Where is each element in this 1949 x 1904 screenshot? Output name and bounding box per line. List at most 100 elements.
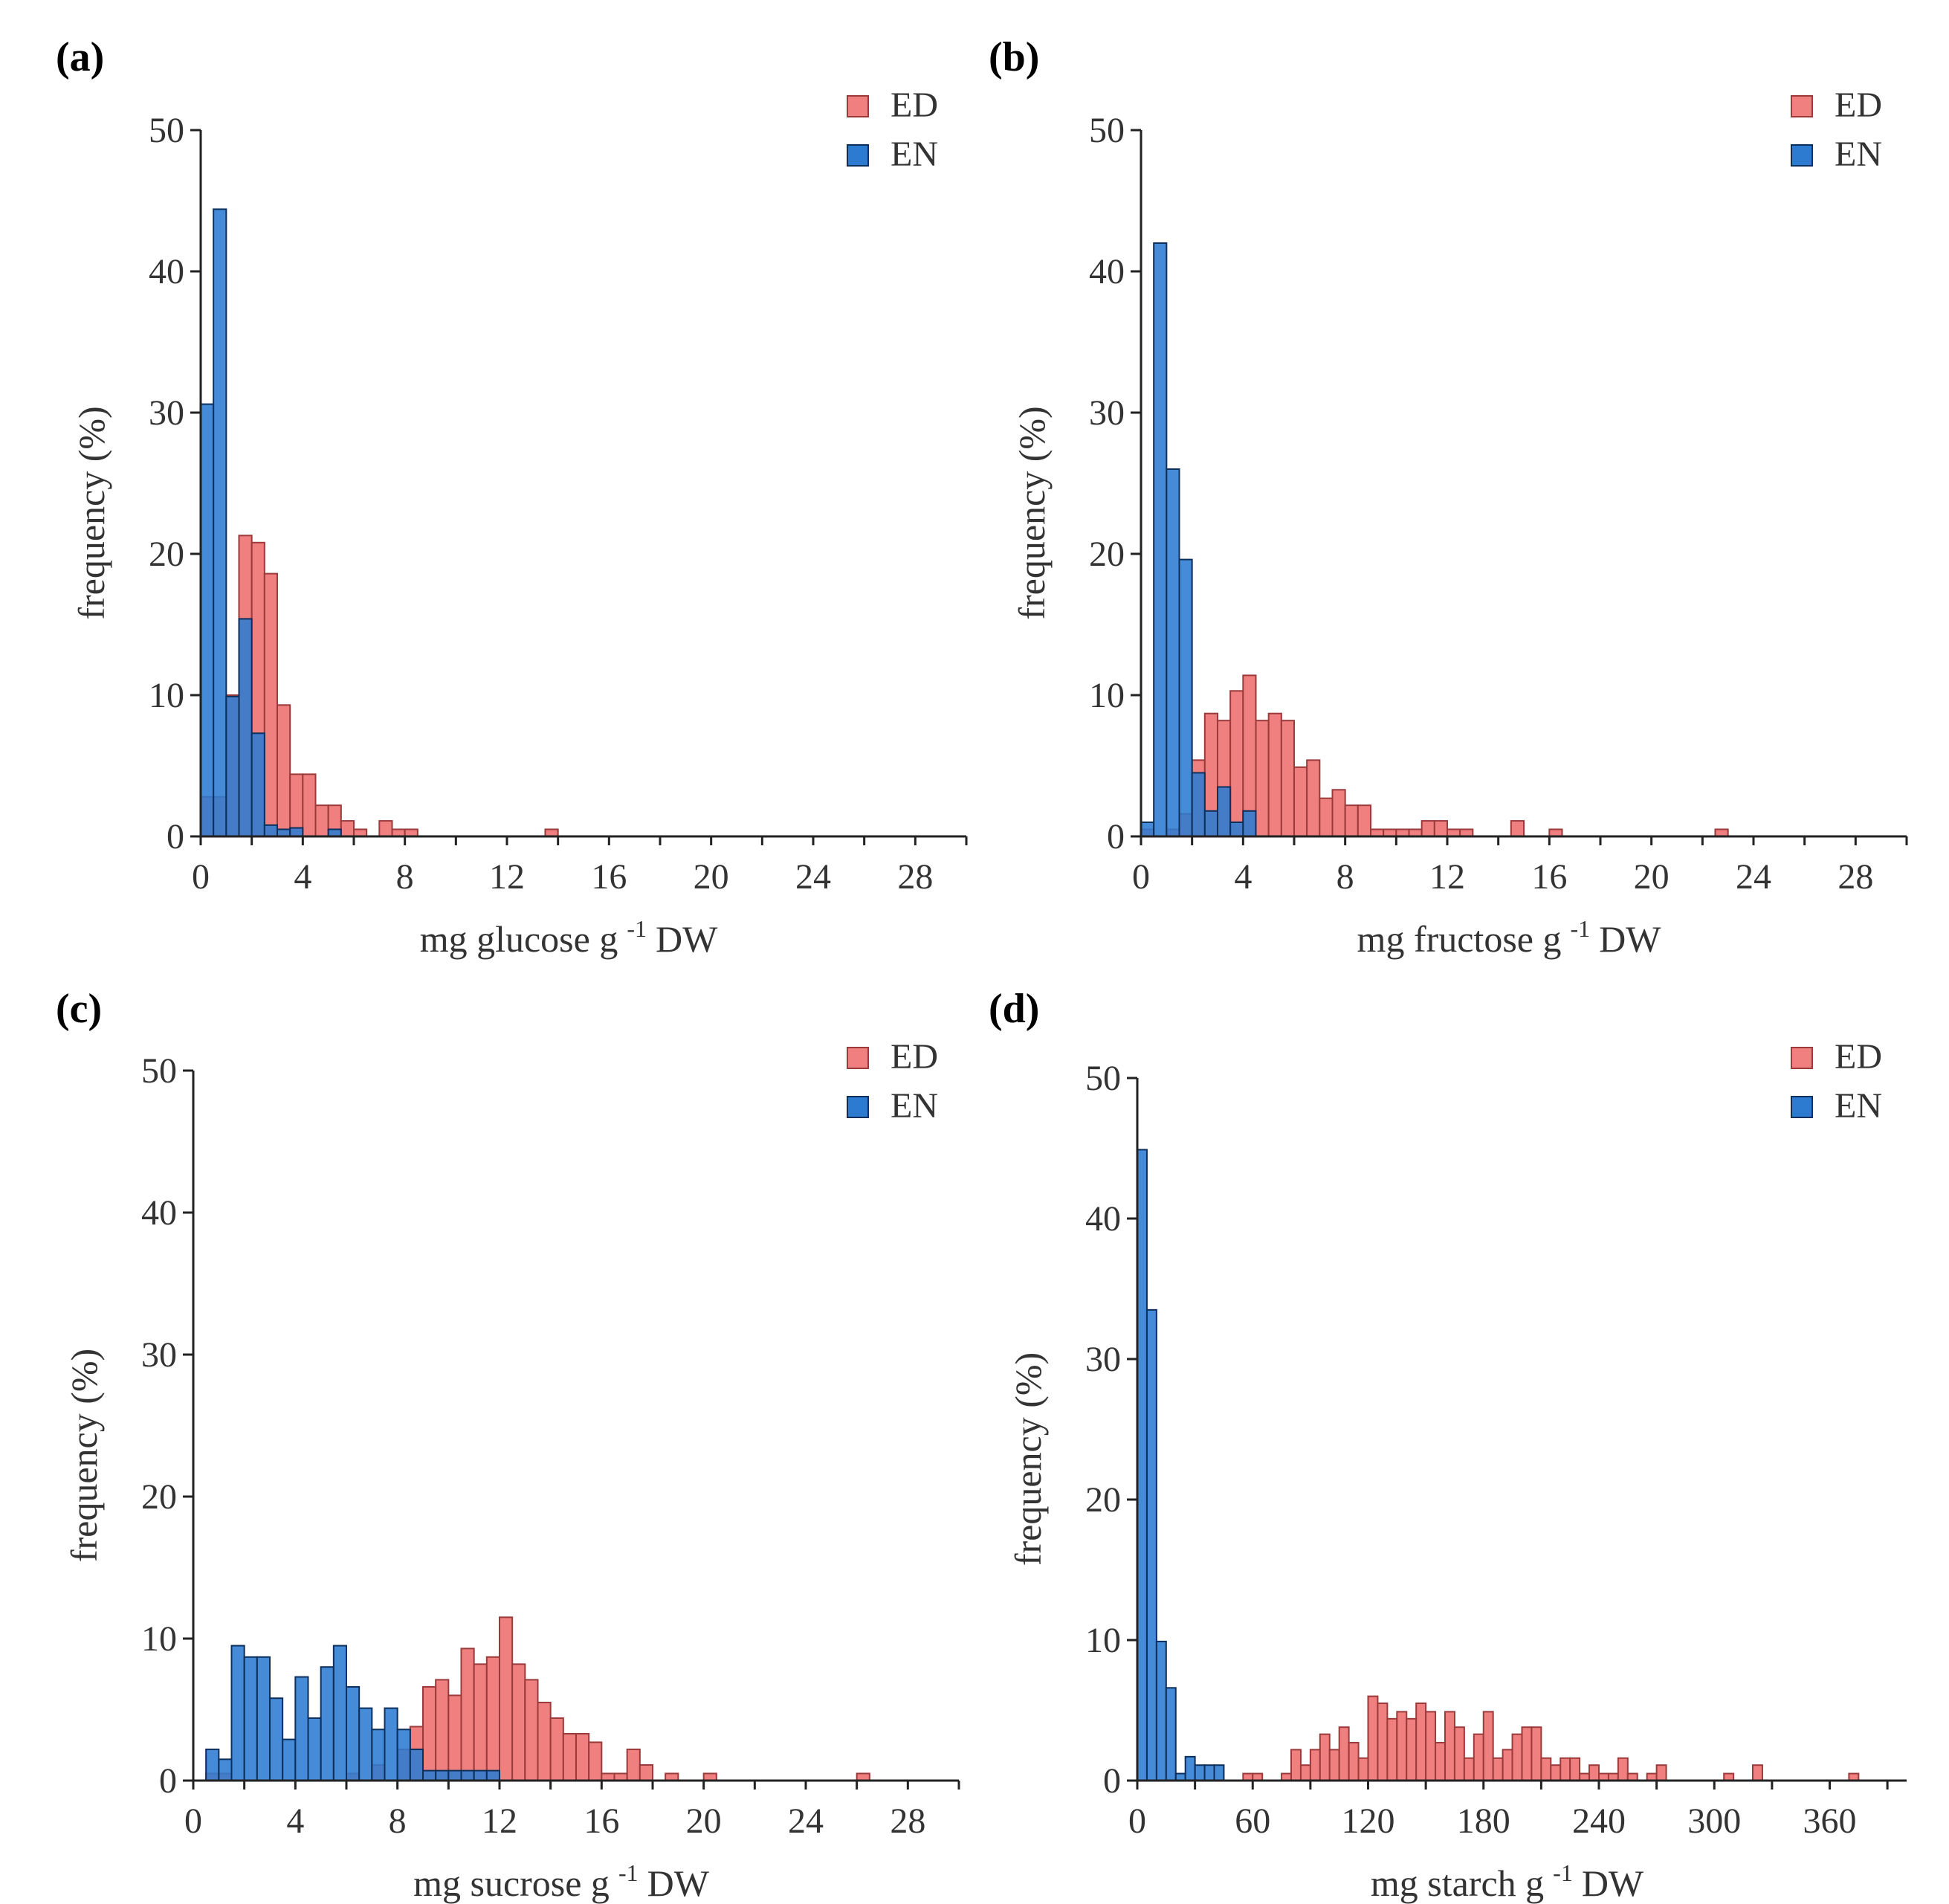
y-tick-label: 30 [141, 1335, 177, 1375]
bar-ed [1569, 1757, 1581, 1782]
bar-ed [1267, 712, 1282, 838]
legend-label-en: EN [1835, 135, 1882, 174]
bar-en [282, 1738, 297, 1782]
bar-ed [1328, 1749, 1340, 1781]
bar-ed [1293, 766, 1308, 838]
x-axis-title-main: mg fructose g [1357, 918, 1562, 960]
x-tick-label: 16 [1531, 857, 1567, 897]
bar-en [213, 208, 227, 837]
legend-swatch-en [847, 1096, 869, 1118]
y-tick-label: 10 [1089, 676, 1125, 715]
bar-ed [340, 820, 355, 837]
y-tick-label: 50 [141, 1051, 177, 1091]
y-axis-title: frequency (%) [1007, 1352, 1049, 1566]
bar-ed [1617, 1757, 1629, 1782]
panel-label: (c) [56, 986, 102, 1032]
bar-ed [447, 1694, 462, 1781]
bar-en [289, 827, 304, 837]
bar-en [256, 1656, 271, 1782]
x-tick-label: 300 [1687, 1801, 1741, 1841]
x-tick-label: 120 [1342, 1801, 1395, 1841]
x-tick-label: 20 [686, 1801, 722, 1841]
x-tick-label: 0 [192, 857, 210, 897]
bar-ed [562, 1732, 578, 1781]
bar-en [225, 695, 240, 838]
y-tick-label: 10 [141, 1619, 177, 1659]
bar-en [1178, 558, 1193, 837]
panel-c: (c) 0 10 20 30 40 50 0 4 8 12 16 20 24 28 mg sucrose g-… [56, 986, 960, 1904]
bar-ed [588, 1741, 603, 1781]
bar-ed [1309, 1749, 1321, 1781]
y-axis-title: frequency (%) [1011, 406, 1053, 619]
bar-en [396, 1729, 411, 1781]
y-axis-title: frequency (%) [63, 1349, 105, 1562]
x-axis-title: mg fructose g -1 DW [1357, 915, 1662, 960]
bar-en [269, 1697, 284, 1781]
x-axis-title-sup: -1 [1570, 915, 1590, 942]
bar-en [1184, 1755, 1196, 1782]
y-tick-label: 0 [167, 817, 184, 856]
bar-en [485, 1769, 501, 1781]
x-tick-label: 180 [1457, 1801, 1510, 1841]
bar-ed [1492, 1757, 1504, 1782]
bar-en [473, 1769, 488, 1781]
bar-ed [302, 773, 317, 838]
x-tick-label: 12 [489, 857, 525, 897]
x-tick-label: 360 [1803, 1801, 1857, 1841]
bar-ed [499, 1616, 514, 1782]
x-tick-label: 28 [890, 1801, 925, 1841]
bar-en [1191, 772, 1206, 837]
bar-ed [1425, 1711, 1437, 1781]
y-tick-label: 50 [149, 111, 184, 150]
legend-swatch-ed [847, 1047, 869, 1069]
bar-ed [1319, 1733, 1331, 1781]
bar-ed [1306, 759, 1321, 838]
y-tick-label: 10 [149, 676, 184, 715]
bar-en [263, 824, 278, 838]
y-tick-label: 20 [149, 535, 184, 574]
bar-ed [1588, 1764, 1600, 1781]
panel-b: (b) 0 10 20 30 40 50 0 4 8 12 16 20 24 28 mg fructose g… [989, 34, 1908, 960]
legend-label-ed: ED [1835, 85, 1882, 125]
x-tick-label: 4 [294, 857, 311, 897]
x-tick-label: 16 [591, 857, 627, 897]
bar-en [320, 1666, 334, 1781]
bar-ed [1344, 804, 1359, 837]
x-tick-label: 24 [795, 857, 831, 897]
bar-en [371, 1729, 386, 1781]
bar-en [243, 1656, 258, 1782]
bar-ed [1435, 1741, 1447, 1781]
bar-ed [524, 1679, 539, 1781]
bar-ed [1559, 1757, 1571, 1782]
y-tick-label: 50 [1085, 1059, 1121, 1098]
bar-en [1165, 1687, 1177, 1782]
legend-label-ed: ED [891, 1037, 938, 1077]
x-tick-label: 8 [389, 1801, 407, 1841]
x-axis-title-unit: DW [656, 918, 718, 960]
x-tick-label: 60 [1235, 1801, 1270, 1841]
bar-en [307, 1717, 322, 1781]
y-tick-label: 20 [141, 1477, 177, 1517]
bar-ed [1550, 1764, 1562, 1781]
legend-label-en: EN [891, 135, 938, 174]
bar-en [422, 1769, 437, 1781]
x-tick-label: 24 [788, 1801, 824, 1841]
x-axis-title-unit: DW [647, 1862, 710, 1904]
x-tick-label: 12 [1429, 857, 1465, 897]
y-tick-label: 40 [149, 252, 184, 291]
bar-ed [473, 1663, 488, 1781]
y-tick-label: 0 [159, 1761, 177, 1801]
legend-swatch-en [1791, 1096, 1813, 1118]
x-tick-label: 240 [1572, 1801, 1626, 1841]
x-axis-title-sup: -1 [1553, 1859, 1573, 1886]
bar-en [1137, 1149, 1148, 1781]
bar-en [1155, 1640, 1167, 1781]
x-tick-label: 20 [694, 857, 729, 897]
bar-ed [1531, 1726, 1542, 1781]
bar-ed [1377, 1703, 1389, 1782]
legend-swatch-en [847, 144, 869, 167]
x-axis-title-main: mg glucose g [420, 918, 618, 960]
bar-ed [1510, 820, 1525, 837]
bar-ed [1420, 820, 1435, 837]
